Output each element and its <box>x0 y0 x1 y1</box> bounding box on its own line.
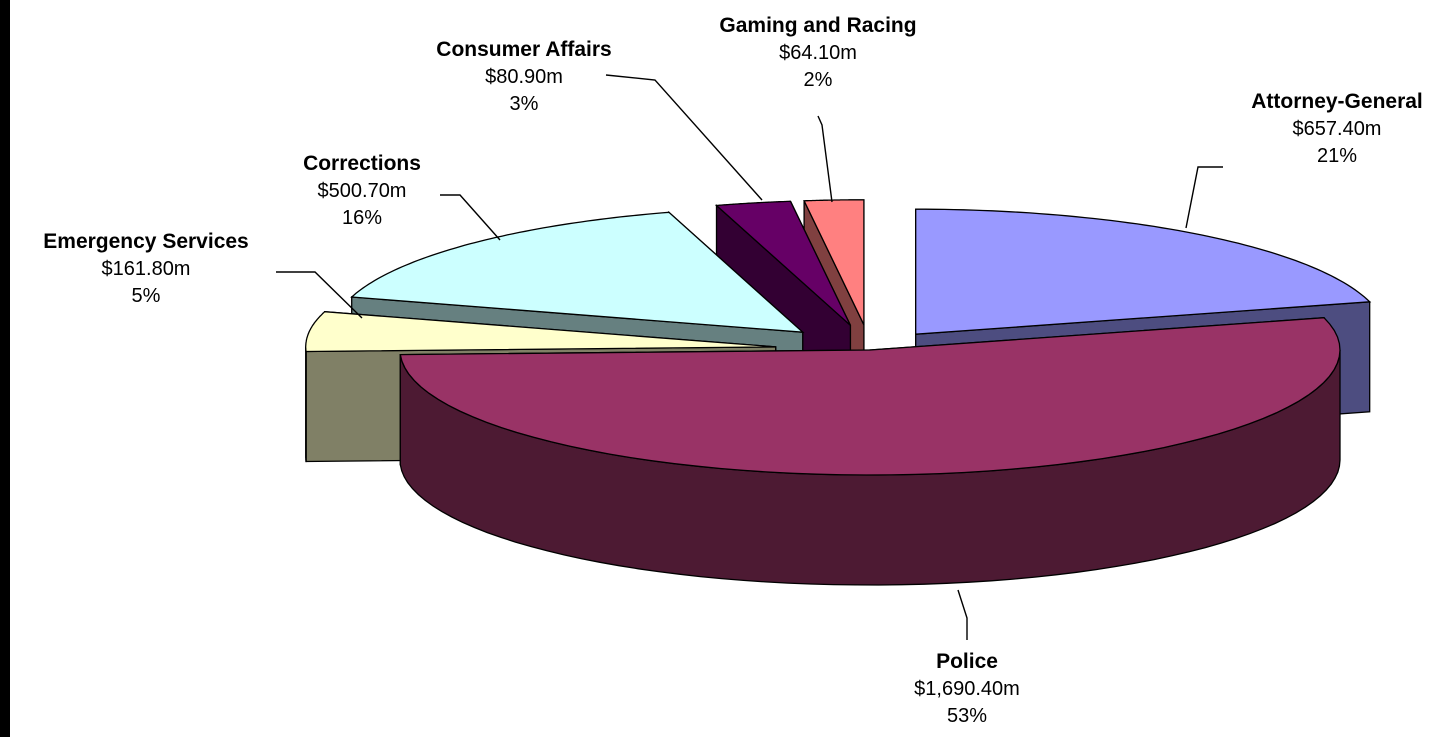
leader-line-gaming-and-racing <box>817 115 833 203</box>
label-value-attorney-general: $657.40m <box>1293 118 1382 140</box>
left-border <box>0 0 10 737</box>
slice-attorney-general <box>915 208 1372 335</box>
leader-line-attorney-general <box>1185 166 1223 229</box>
label-name-consumer-affairs: Consumer Affairs <box>436 38 611 61</box>
slice-tops <box>305 199 1372 476</box>
label-value-consumer-affairs: $80.90m <box>485 66 563 88</box>
data-labels: Attorney-General $657.40m 21% Police $1,690.… <box>43 14 1423 727</box>
label-name-attorney-general: Attorney-General <box>1251 90 1423 113</box>
slice-corrections <box>350 211 805 333</box>
label-value-corrections: $500.70m <box>318 180 407 202</box>
leader-line-emergency-services <box>276 271 363 319</box>
label-name-police: Police <box>936 650 998 673</box>
leader-line-police <box>957 589 968 640</box>
label-name-gaming-and-racing: Gaming and Racing <box>719 14 916 37</box>
label-value-gaming-and-racing: $64.10m <box>779 42 857 64</box>
label-percent-consumer-affairs: 3% <box>510 93 539 115</box>
label-percent-police: 53% <box>947 705 987 727</box>
leader-line-corrections <box>440 194 501 241</box>
label-value-police: $1,690.40m <box>914 678 1020 700</box>
label-percent-attorney-general: 21% <box>1317 145 1357 167</box>
label-value-emergency-services: $161.80m <box>102 258 191 280</box>
slice-gaming-and-racing <box>803 199 865 326</box>
slice-police <box>399 317 1341 476</box>
label-name-corrections: Corrections <box>303 152 421 175</box>
label-name-emergency-services: Emergency Services <box>43 230 248 253</box>
slice-consumer-affairs <box>714 200 851 326</box>
slice-emergency-services <box>305 311 776 353</box>
label-percent-emergency-services: 5% <box>132 285 161 307</box>
leader-lines <box>276 74 1223 640</box>
label-percent-corrections: 16% <box>342 207 382 229</box>
label-percent-gaming-and-racing: 2% <box>804 69 833 91</box>
leader-line-consumer-affairs <box>605 74 763 201</box>
